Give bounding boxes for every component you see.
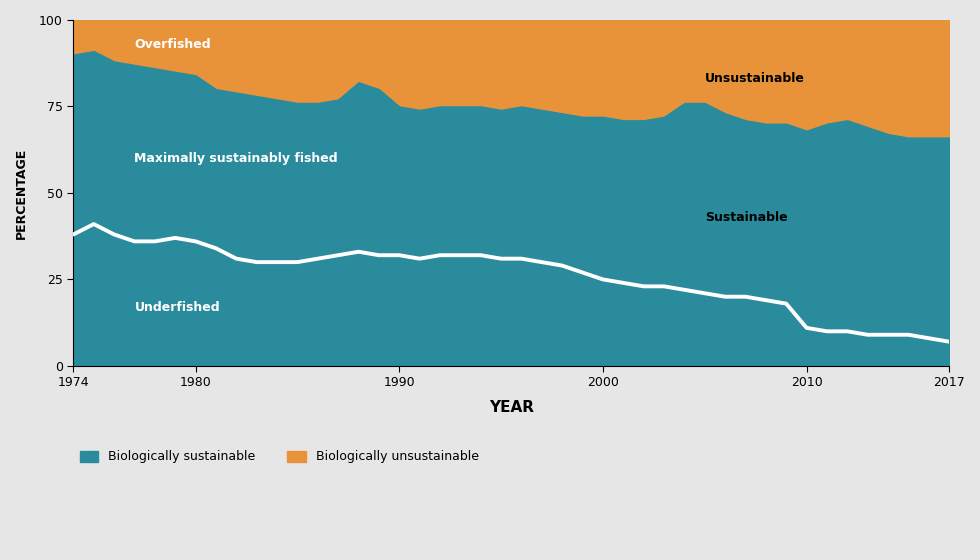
Text: Maximally sustainably fished: Maximally sustainably fished bbox=[134, 152, 338, 165]
Text: Unsustainable: Unsustainable bbox=[705, 72, 805, 85]
Y-axis label: PERCENTAGE: PERCENTAGE bbox=[15, 147, 28, 239]
Text: Underfished: Underfished bbox=[134, 301, 220, 314]
X-axis label: YEAR: YEAR bbox=[489, 400, 534, 416]
Text: Overfished: Overfished bbox=[134, 38, 211, 51]
Text: Sustainable: Sustainable bbox=[705, 211, 787, 223]
Legend: Biologically sustainable, Biologically unsustainable: Biologically sustainable, Biologically u… bbox=[79, 450, 478, 464]
